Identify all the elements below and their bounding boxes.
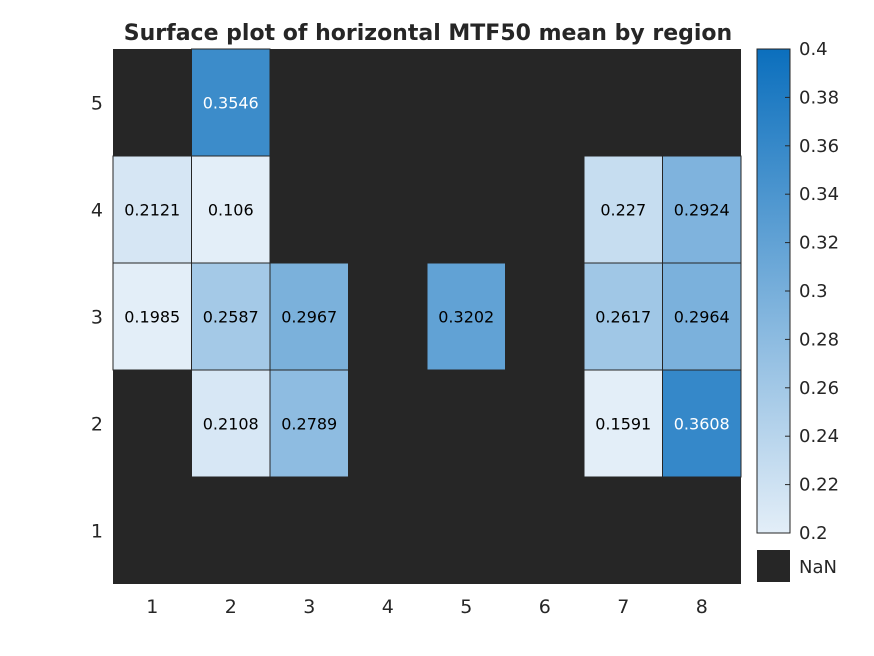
cell-label-1-4: 0.2121 [124, 201, 180, 220]
heatmap-cell-7-2 [583, 369, 663, 478]
cell-label-8-3: 0.2964 [674, 308, 730, 327]
colorbar-tick-label: 0.34 [799, 184, 839, 205]
y-tick-label: 1 [91, 521, 103, 543]
heatmap-cell-2-4 [191, 155, 271, 264]
heatmap-cell-2-3 [191, 262, 271, 371]
heatmap-cell-8-4 [662, 155, 742, 264]
colorbar-tick-label: 0.2 [799, 523, 828, 544]
x-tick-label: 3 [303, 596, 315, 618]
cell-label-7-4: 0.227 [600, 201, 646, 220]
cell-label-1-3: 0.1985 [124, 308, 180, 327]
heatmap-cell-1-3 [112, 262, 192, 371]
heatmap-cell-2-2 [191, 369, 271, 478]
x-tick-label: 2 [225, 596, 237, 618]
y-tick-label: 2 [91, 414, 103, 436]
colorbar-tick-label: 0.28 [799, 329, 839, 350]
nan-label: NaN [799, 557, 837, 578]
x-tick-label: 6 [539, 596, 551, 618]
colorbar-tick-label: 0.22 [799, 475, 839, 496]
x-tick-label: 7 [617, 596, 629, 618]
cell-label-8-2: 0.3608 [674, 415, 730, 434]
x-axis-ticks: 1 2 3 4 5 6 7 8 [146, 596, 708, 618]
y-tick-label: 5 [91, 93, 103, 115]
heatmap-cell-8-3 [662, 262, 742, 371]
cell-label-5-3: 0.3202 [438, 308, 494, 327]
cell-label-8-4: 0.2924 [674, 201, 730, 220]
heatmap-cell-7-3 [583, 262, 663, 371]
colorbar: 0.4 0.38 0.36 0.34 0.32 0.3 0.28 0.26 0.24 0.22 0.… [756, 39, 839, 544]
y-axis-ticks: 1 2 3 4 5 [91, 93, 103, 543]
heatmap-cell-3-3 [269, 262, 349, 371]
cell-label-3-2: 0.2789 [281, 415, 337, 434]
colorbar-tick-label: 0.26 [799, 378, 839, 399]
x-tick-label: 8 [696, 596, 708, 618]
plot-area: 0.2108 0.2789 0.1591 0.3608 0.1985 0.2587 0.29… [112, 48, 742, 584]
x-tick-label: 4 [382, 596, 394, 618]
heatmap-cell-1-4 [112, 155, 192, 264]
colorbar-tick-label: 0.24 [799, 426, 839, 447]
colorbar-gradient [756, 48, 791, 534]
colorbar-tick-label: 0.32 [799, 233, 839, 254]
cell-label-7-3: 0.2617 [595, 308, 651, 327]
heatmap-cell-5-3 [426, 262, 506, 371]
heatmap-cell-8-2 [662, 369, 742, 478]
cell-label-3-3: 0.2967 [281, 308, 337, 327]
cell-label-2-5: 0.3546 [203, 94, 259, 113]
y-tick-label: 4 [91, 200, 103, 222]
cell-label-2-3: 0.2587 [203, 308, 259, 327]
colorbar-tick-label: 0.38 [799, 87, 839, 108]
chart-title: Surface plot of horizontal MTF50 mean by… [124, 21, 732, 46]
nan-swatch [757, 550, 790, 582]
y-tick-label: 3 [91, 307, 103, 329]
heatmap-cell-2-5 [191, 48, 271, 157]
colorbar-tick-label: 0.3 [799, 281, 828, 302]
cell-label-2-2: 0.2108 [203, 415, 259, 434]
heatmap-cell-7-4 [583, 155, 663, 264]
colorbar-tick-label: 0.36 [799, 136, 839, 157]
cell-label-7-2: 0.1591 [595, 415, 651, 434]
x-tick-label: 5 [460, 596, 472, 618]
cell-label-2-4: 0.106 [208, 201, 254, 220]
x-tick-label: 1 [146, 596, 158, 618]
colorbar-tick-label: 0.4 [799, 39, 828, 60]
nan-legend: NaN [757, 550, 837, 582]
